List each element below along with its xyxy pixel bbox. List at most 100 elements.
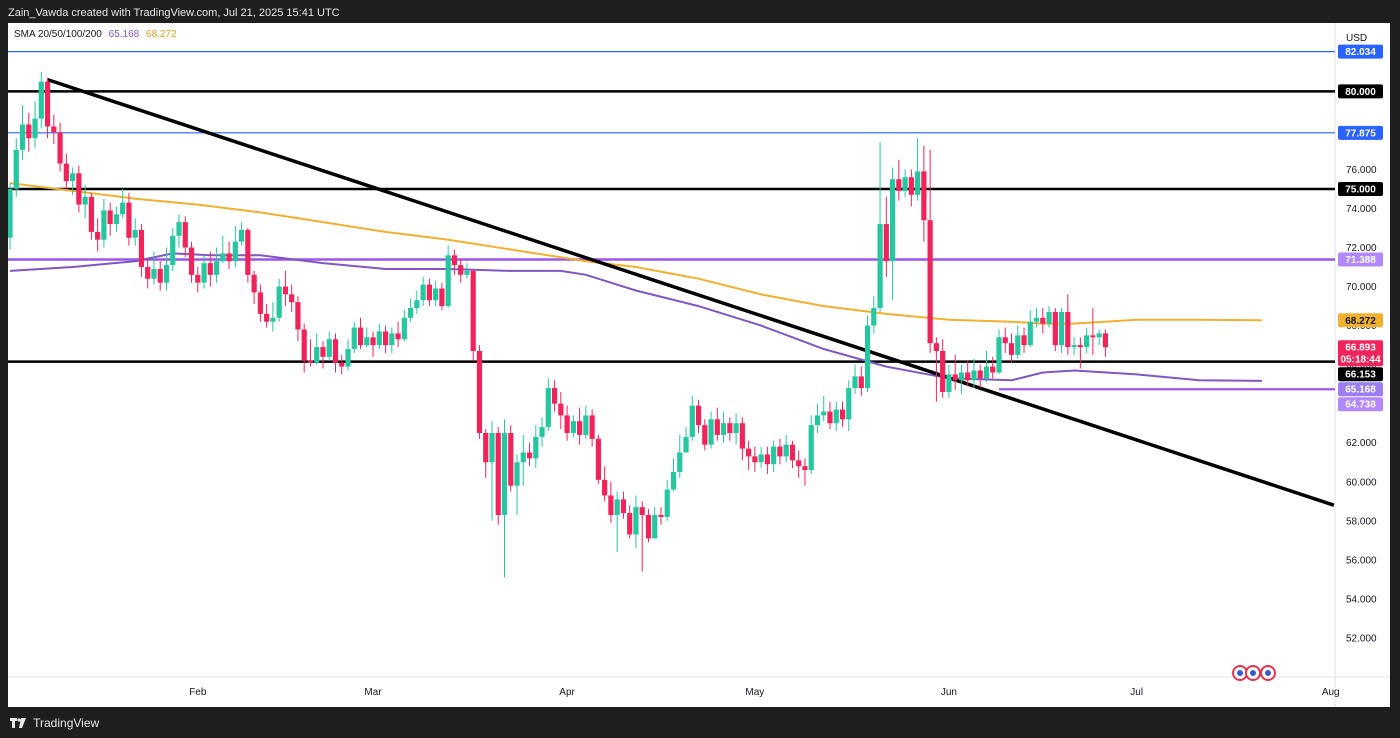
candle[interactable]: [670, 458, 677, 492]
candle[interactable]: [526, 442, 533, 467]
price-tag[interactable]: 68.272: [1338, 313, 1383, 328]
price-tag[interactable]: 66.153: [1338, 367, 1383, 382]
candle[interactable]: [88, 192, 94, 240]
candle[interactable]: [433, 280, 439, 307]
candle[interactable]: [339, 354, 345, 375]
candle[interactable]: [570, 415, 576, 437]
candle[interactable]: [8, 183, 13, 250]
candle[interactable]: [170, 227, 176, 271]
price-tag[interactable]: 65.168: [1338, 382, 1383, 397]
sma-a-path[interactable]: [9, 252, 1262, 382]
candle[interactable]: [796, 450, 802, 478]
candle[interactable]: [940, 339, 946, 398]
candle[interactable]: [508, 425, 514, 492]
sma-b-path[interactable]: [9, 182, 1262, 325]
candle[interactable]: [677, 434, 683, 478]
candle[interactable]: [270, 302, 276, 332]
candle[interactable]: [602, 466, 608, 502]
candle[interactable]: [226, 241, 232, 269]
candle[interactable]: [357, 317, 364, 350]
currency-label[interactable]: USD: [1346, 33, 1368, 44]
footer-brand[interactable]: TradingView: [10, 713, 99, 733]
candle[interactable]: [1058, 308, 1065, 353]
candle[interactable]: [82, 185, 88, 219]
price-chart[interactable]: 52.00054.00056.00058.00060.00062.00064.0…: [8, 23, 1390, 707]
candle[interactable]: [689, 395, 695, 441]
candle[interactable]: [445, 245, 451, 309]
candle[interactable]: [808, 415, 814, 474]
candle[interactable]: [138, 224, 145, 277]
candle[interactable]: [107, 202, 113, 236]
candle[interactable]: [370, 331, 376, 357]
candle[interactable]: [320, 341, 326, 369]
candle[interactable]: [501, 419, 508, 578]
candle[interactable]: [44, 77, 51, 139]
candle[interactable]: [965, 360, 971, 387]
candle[interactable]: [1040, 308, 1046, 334]
candle[interactable]: [176, 214, 182, 248]
candle[interactable]: [558, 391, 564, 430]
candle[interactable]: [564, 405, 570, 441]
candle[interactable]: [282, 270, 289, 307]
candle[interactable]: [207, 251, 213, 287]
candle[interactable]: [758, 446, 764, 469]
candle[interactable]: [1102, 329, 1109, 357]
candle[interactable]: [583, 405, 589, 439]
candle[interactable]: [814, 403, 821, 433]
candle[interactable]: [264, 304, 270, 328]
candle[interactable]: [802, 458, 808, 486]
candle[interactable]: [771, 440, 777, 473]
candle[interactable]: [614, 491, 620, 553]
candle[interactable]: [382, 325, 389, 353]
candle[interactable]: [426, 278, 432, 307]
candle[interactable]: [871, 296, 877, 334]
candle[interactable]: [1065, 294, 1071, 355]
candle[interactable]: [577, 407, 583, 445]
candle[interactable]: [952, 354, 958, 391]
candle[interactable]: [495, 427, 501, 525]
candle[interactable]: [633, 495, 639, 549]
candle[interactable]: [420, 276, 426, 307]
candle[interactable]: [289, 284, 295, 312]
candle[interactable]: [971, 358, 977, 389]
candle[interactable]: [76, 165, 82, 213]
candle[interactable]: [1046, 306, 1052, 328]
candle[interactable]: [257, 284, 263, 322]
candle[interactable]: [727, 417, 733, 441]
candle[interactable]: [533, 425, 539, 469]
candle[interactable]: [639, 501, 645, 572]
candle[interactable]: [664, 479, 670, 521]
candle[interactable]: [996, 329, 1002, 375]
candle[interactable]: [921, 145, 927, 242]
candle[interactable]: [927, 149, 933, 353]
candle[interactable]: [113, 206, 120, 232]
candle[interactable]: [395, 321, 401, 348]
candle[interactable]: [145, 259, 151, 289]
candle[interactable]: [476, 345, 483, 439]
candle[interactable]: [595, 434, 601, 484]
candle[interactable]: [652, 507, 658, 539]
candle[interactable]: [608, 481, 614, 523]
candle[interactable]: [195, 267, 201, 293]
candle[interactable]: [238, 222, 245, 246]
trendline-path[interactable]: [47, 77, 1335, 507]
candle[interactable]: [157, 261, 163, 291]
candle[interactable]: [783, 434, 789, 463]
candle[interactable]: [958, 364, 965, 394]
candle[interactable]: [877, 142, 883, 312]
candle[interactable]: [1090, 308, 1096, 355]
candle[interactable]: [1096, 329, 1102, 346]
candle[interactable]: [276, 278, 282, 322]
candle[interactable]: [251, 270, 257, 305]
candle[interactable]: [389, 327, 395, 353]
candle[interactable]: [307, 339, 314, 367]
candle[interactable]: [545, 378, 551, 432]
candle[interactable]: [301, 323, 307, 373]
candle[interactable]: [520, 434, 526, 486]
candle[interactable]: [13, 138, 19, 197]
candle[interactable]: [683, 427, 689, 453]
candle[interactable]: [101, 198, 107, 248]
candle[interactable]: [1008, 333, 1015, 363]
candle[interactable]: [739, 417, 745, 461]
